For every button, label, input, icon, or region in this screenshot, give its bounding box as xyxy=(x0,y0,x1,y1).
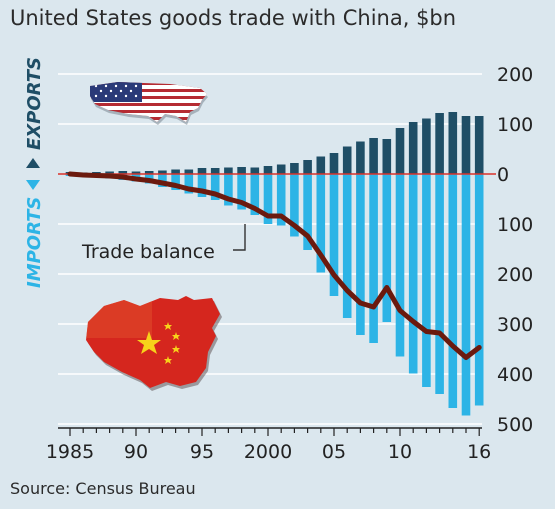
export-bar xyxy=(276,164,286,174)
export-bar xyxy=(356,141,365,174)
import-bar xyxy=(382,174,392,322)
import-bar xyxy=(356,174,365,335)
export-bar xyxy=(105,171,114,174)
export-bar xyxy=(369,138,378,174)
export-bar xyxy=(197,168,207,174)
chart-title: United States goods trade with China, $b… xyxy=(10,6,457,30)
export-bar xyxy=(263,166,273,174)
imports-side-label: IMPORTS xyxy=(24,197,45,288)
y-tick-label: 200 xyxy=(497,64,533,86)
export-bar xyxy=(144,171,154,174)
import-bar xyxy=(224,174,233,206)
export-bar xyxy=(290,163,299,174)
import-bar xyxy=(474,174,484,406)
export-bar xyxy=(474,116,484,174)
x-axis-ticks: 1985 90 95 2000 05 10 16 xyxy=(46,428,491,463)
y-tick-label: 100 xyxy=(497,214,533,236)
import-bar xyxy=(435,174,444,394)
x-tick-label: 90 xyxy=(124,441,148,463)
export-bar xyxy=(184,169,194,174)
import-bar xyxy=(184,174,194,194)
import-bar xyxy=(448,174,458,408)
x-tick-label: 1985 xyxy=(46,441,94,463)
export-bar xyxy=(224,167,233,174)
usa-flag-map-icon xyxy=(90,82,208,125)
import-bar xyxy=(395,174,405,357)
export-bar xyxy=(448,112,458,174)
x-tick-label: 10 xyxy=(388,441,412,463)
import-bar xyxy=(316,174,326,273)
y-axis-ticks: 200 100 0 100 200 300 400 500 xyxy=(497,64,533,436)
up-arrow-icon xyxy=(26,158,40,168)
export-bar xyxy=(131,171,141,174)
export-bar xyxy=(395,128,405,174)
export-bar xyxy=(422,118,431,174)
exports-side-label: EXPORTS xyxy=(24,57,45,150)
export-bar xyxy=(118,171,128,174)
y-tick-label: 100 xyxy=(497,114,533,136)
export-bar xyxy=(316,156,326,174)
export-bar xyxy=(408,122,418,174)
trade-balance-line xyxy=(67,171,482,360)
trade-balance-label: Trade balance xyxy=(81,241,215,263)
export-bar xyxy=(382,139,392,174)
import-bar xyxy=(369,174,378,343)
import-bar xyxy=(329,174,339,296)
import-bar xyxy=(408,174,418,374)
y-tick-label: 0 xyxy=(497,164,509,186)
export-bar xyxy=(250,167,260,174)
trade-balance-leader xyxy=(233,224,246,251)
chart-source: Source: Census Bureau xyxy=(10,479,196,498)
export-bar xyxy=(210,168,220,174)
x-tick-label: 05 xyxy=(322,441,346,463)
import-bar xyxy=(303,174,312,250)
import-bar xyxy=(171,174,180,190)
export-bar xyxy=(158,170,167,174)
china-flag-map-icon xyxy=(86,296,222,391)
export-bar xyxy=(329,153,339,174)
import-bar xyxy=(276,174,286,226)
down-arrow-icon xyxy=(26,180,40,190)
x-tick-label: 2000 xyxy=(244,441,292,463)
import-bar xyxy=(250,174,260,215)
import-bar xyxy=(210,174,220,200)
export-bar xyxy=(342,146,352,174)
export-bar xyxy=(303,160,312,174)
import-bar xyxy=(422,174,431,387)
import-bar xyxy=(237,174,246,210)
y-tick-label: 300 xyxy=(497,314,533,336)
export-bar xyxy=(461,116,471,174)
import-bar xyxy=(342,174,352,318)
y-tick-label: 500 xyxy=(497,414,533,436)
y-tick-label: 400 xyxy=(497,364,533,386)
import-bar xyxy=(263,174,273,224)
export-bar xyxy=(435,113,444,174)
import-bar xyxy=(197,174,207,197)
y-tick-label: 200 xyxy=(497,264,533,286)
import-bar xyxy=(290,174,299,237)
x-tick-label: 16 xyxy=(467,441,491,463)
export-bar xyxy=(171,169,180,174)
export-bar xyxy=(237,167,246,174)
import-bar xyxy=(461,174,471,416)
x-tick-label: 95 xyxy=(190,441,214,463)
